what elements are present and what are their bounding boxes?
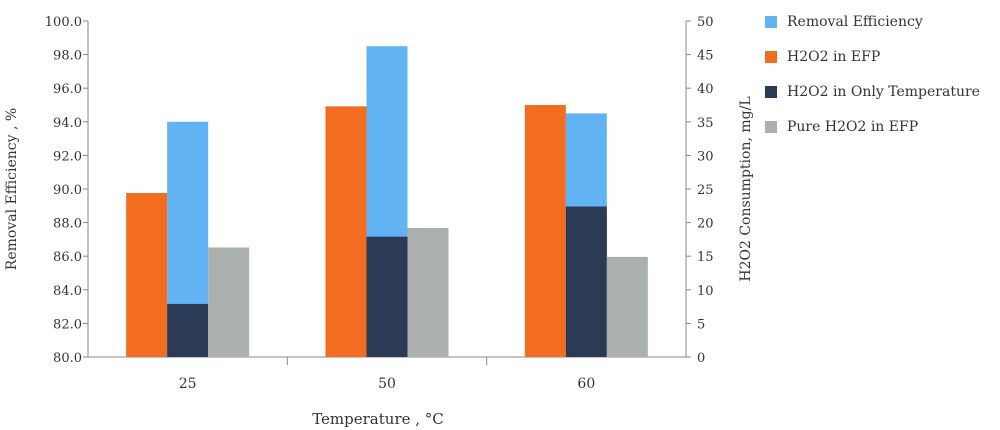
x-tick-label: 60 xyxy=(577,376,595,392)
legend-swatch xyxy=(765,50,777,63)
bar-h2o2-in-efp xyxy=(325,106,367,358)
y-tick-label-right: 30 xyxy=(697,149,714,164)
legend-swatch xyxy=(765,15,777,28)
x-tick-label: 25 xyxy=(179,376,197,392)
y-tick-label-left: 88.0 xyxy=(53,217,82,232)
y-tick-label-left: 96.0 xyxy=(53,82,82,97)
legend-item: Pure H2O2 in EFP xyxy=(765,109,980,144)
y-tick-label-left: 86.0 xyxy=(53,250,82,265)
y-tick-label-left: 80.0 xyxy=(53,351,82,366)
legend-item: H2O2 in EFP xyxy=(765,39,980,74)
bar-h2o2-in-only-temperature xyxy=(565,206,607,357)
legend-label: H2O2 in EFP xyxy=(787,48,881,65)
bar-h2o2-in-only-temperature xyxy=(366,236,408,357)
y-tick-label-right: 40 xyxy=(697,82,714,97)
y-axis-label-left: Removal Efficiency , % xyxy=(4,107,20,271)
x-axis-label: Temperature , °C xyxy=(312,410,444,428)
y-tick-label-right: 45 xyxy=(697,49,714,64)
y-tick-label-right: 25 xyxy=(697,183,714,198)
legend-label: Pure H2O2 in EFP xyxy=(787,118,919,135)
legend: Removal Efficiency H2O2 in EFP H2O2 in Onl… xyxy=(765,4,980,144)
legend-swatch xyxy=(765,85,777,98)
y-tick-label-right: 0 xyxy=(697,351,705,366)
bar-pure-h2o2-in-efp xyxy=(407,227,449,357)
legend-item: Removal Efficiency xyxy=(765,4,980,39)
bar-pure-h2o2-in-efp xyxy=(606,256,648,357)
y-tick-label-left: 100.0 xyxy=(45,15,82,30)
legend-label: H2O2 in Only Temperature xyxy=(787,83,980,100)
legend-swatch xyxy=(765,120,777,133)
y-axis-label-right: H2O2 Consumption, mg/L xyxy=(738,96,754,282)
y-tick-label-right: 20 xyxy=(697,217,714,232)
bar-h2o2-in-efp xyxy=(126,193,168,357)
y-tick-label-right: 5 xyxy=(697,317,705,332)
y-tick-label-left: 84.0 xyxy=(53,284,82,299)
y-tick-label-right: 10 xyxy=(697,284,714,299)
legend-item: H2O2 in Only Temperature xyxy=(765,74,980,109)
bar-h2o2-in-efp xyxy=(524,105,566,357)
bar-pure-h2o2-in-efp xyxy=(208,247,250,357)
y-tick-label-right: 50 xyxy=(697,15,714,30)
y-tick-label-left: 82.0 xyxy=(53,317,82,332)
y-tick-label-left: 90.0 xyxy=(53,183,82,198)
bar-h2o2-in-only-temperature xyxy=(167,303,209,357)
y-tick-label-left: 94.0 xyxy=(53,116,82,131)
legend-label: Removal Efficiency xyxy=(787,13,923,30)
y-tick-label-left: 98.0 xyxy=(53,49,82,64)
bars xyxy=(126,46,648,358)
y-tick-label-right: 35 xyxy=(697,116,714,131)
tick-labels: 80.0 82.0 84.0 86.0 88.0 90.0 92.0 94.0 96.0 98.0… xyxy=(45,15,714,392)
y-tick-label-left: 92.0 xyxy=(53,149,82,164)
y-tick-label-right: 15 xyxy=(697,250,714,265)
x-tick-label: 50 xyxy=(378,376,396,392)
